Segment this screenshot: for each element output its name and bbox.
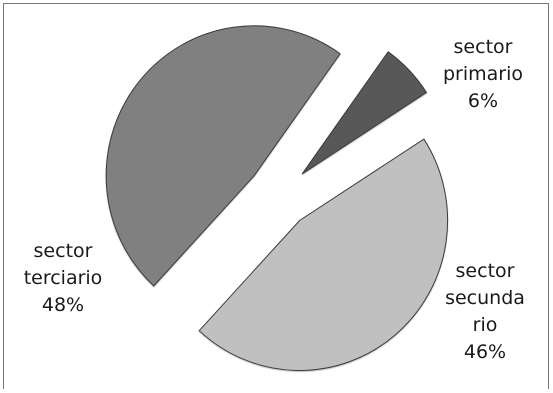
slice-label-primario: sector primario 6% (428, 34, 538, 115)
slice-value-terciario: 48% (41, 294, 85, 316)
slice-value-secundario: 46% (463, 341, 507, 363)
slice-label-secundario-line3: rio (472, 314, 498, 336)
slice-primario (301, 51, 428, 175)
slice-label-primario-line1: sector (453, 36, 513, 58)
slice-label-secundario-line1: sector (455, 260, 515, 282)
slice-label-primario-line2: primario (442, 63, 524, 85)
slice-label-terciario-line2: terciario (23, 267, 103, 289)
chart-frame (3, 3, 549, 389)
slice-secundario (198, 138, 449, 371)
slice-label-terciario: sector terciario 48% (8, 238, 118, 319)
slice-label-terciario-line1: sector (33, 240, 93, 262)
slice-terciario (105, 25, 341, 287)
slice-value-primario: 6% (467, 90, 499, 112)
slice-label-secundario: sector secunda rio 46% (430, 258, 540, 366)
slice-label-secundario-line2: secunda (445, 287, 525, 309)
